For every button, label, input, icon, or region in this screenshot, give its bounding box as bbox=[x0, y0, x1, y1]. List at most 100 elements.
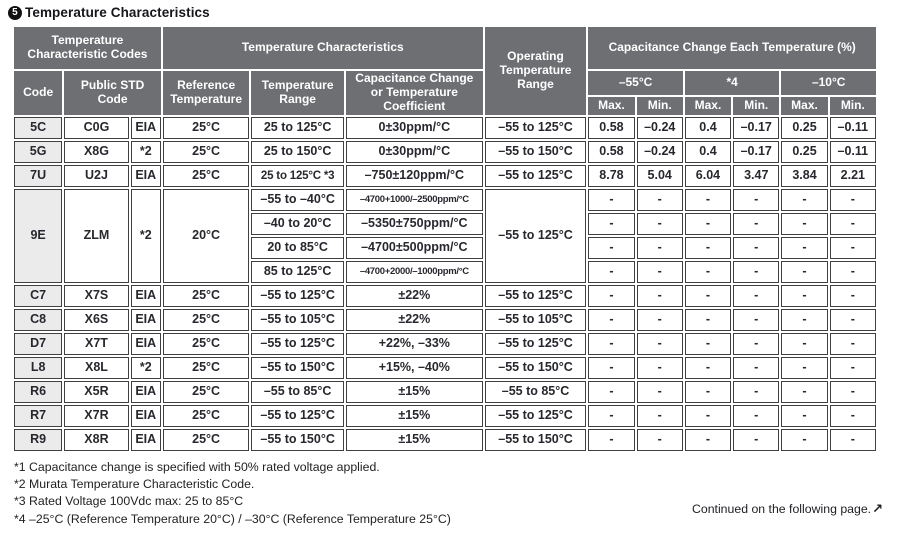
header-minus-10c: –10°C bbox=[781, 71, 876, 95]
cell-cap-change: –4700+2000/–1000ppm/°C bbox=[345, 261, 483, 283]
cell-code: R6 bbox=[14, 381, 63, 403]
cell-value: - bbox=[781, 237, 828, 259]
cell-value: - bbox=[829, 261, 876, 283]
cell-value: - bbox=[636, 213, 683, 235]
cell-value: –0.11 bbox=[829, 141, 876, 163]
cell-cap-change: ±22% bbox=[345, 309, 483, 331]
cell-value: 0.25 bbox=[781, 117, 828, 139]
cell-std-code: X7T bbox=[64, 333, 129, 355]
cell-temp-range: 85 to 125°C bbox=[251, 261, 344, 283]
table-row-5g: 5G X8G *2 25°C 25 to 150°C 0±30ppm/°C –5… bbox=[14, 141, 876, 163]
cell-value: - bbox=[829, 285, 876, 307]
cell-value: - bbox=[684, 309, 732, 331]
header-minus-55c: –55°C bbox=[588, 71, 683, 95]
footnote-2: *2 Murata Temperature Characteristic Cod… bbox=[14, 477, 255, 492]
header-cap-change-coefficient: Capacitance Change or Temperature Coeffi… bbox=[345, 71, 483, 115]
cell-value: –0.24 bbox=[636, 117, 683, 139]
cell-value: - bbox=[636, 333, 683, 355]
cell-cap-change: –5350±750ppm/°C bbox=[345, 213, 483, 235]
cell-value: - bbox=[781, 429, 828, 451]
cell-op-range: –55 to 125°C bbox=[484, 117, 587, 139]
cell-value: - bbox=[829, 189, 876, 211]
cell-value: 6.04 bbox=[684, 165, 732, 187]
cell-cap-change: 0±30ppm/°C bbox=[345, 141, 483, 163]
cell-value: - bbox=[829, 405, 876, 427]
cell-value: 3.47 bbox=[733, 165, 780, 187]
cell-code: R9 bbox=[14, 429, 63, 451]
cell-temp-range: –55 to 125°C bbox=[251, 285, 344, 307]
cell-std-code: X6S bbox=[64, 309, 129, 331]
cell-value: - bbox=[829, 357, 876, 379]
header-star4: *4 bbox=[684, 71, 780, 95]
cell-op-range: –55 to 85°C bbox=[484, 381, 587, 403]
cell-cap-change: –4700±500ppm/°C bbox=[345, 237, 483, 259]
cell-std-org: EIA bbox=[130, 285, 161, 307]
cell-value: - bbox=[636, 261, 683, 283]
cell-ref-temp: 25°C bbox=[162, 381, 250, 403]
cell-code: L8 bbox=[14, 357, 63, 379]
cell-cap-change: +15%, –40% bbox=[345, 357, 483, 379]
cell-std-code: X8R bbox=[64, 429, 129, 451]
continued-link[interactable]: Continued on the following page. ↗ bbox=[692, 501, 883, 517]
cell-value: - bbox=[684, 405, 732, 427]
cell-op-range: –55 to 150°C bbox=[484, 357, 587, 379]
cell-value: - bbox=[733, 381, 780, 403]
header-operating-temp-range: Operating Temperature Range bbox=[484, 27, 587, 115]
cell-value: - bbox=[781, 285, 828, 307]
cell-value: - bbox=[636, 405, 683, 427]
table-row-d7: D7 X7T EIA 25°C –55 to 125°C +22%, –33% … bbox=[14, 333, 876, 355]
cell-code: 7U bbox=[14, 165, 63, 187]
cell-value: - bbox=[588, 285, 635, 307]
cell-std-code: ZLM bbox=[64, 189, 129, 283]
cell-value: - bbox=[733, 309, 780, 331]
section-number-badge: 5 bbox=[8, 5, 22, 20]
header-row-1: Temperature Characteristic Codes Tempera… bbox=[14, 27, 876, 115]
cell-std-code: X5R bbox=[64, 381, 129, 403]
footnote-1: *1 Capacitance change is specified with … bbox=[14, 460, 380, 474]
cell-value: 5.04 bbox=[636, 165, 683, 187]
footnote-4: *4 –25°C (Reference Temperature 20°C) / … bbox=[14, 511, 451, 526]
cell-value: - bbox=[684, 237, 732, 259]
cell-value: - bbox=[588, 333, 635, 355]
cell-value: - bbox=[733, 261, 780, 283]
cell-temp-range: –55 to 85°C bbox=[251, 381, 344, 403]
page-title: Temperature Characteristics bbox=[25, 5, 210, 20]
cell-value: –0.11 bbox=[829, 117, 876, 139]
cell-op-range: –55 to 105°C bbox=[484, 309, 587, 331]
cell-cap-change: –750±120ppm/°C bbox=[345, 165, 483, 187]
cell-value: - bbox=[588, 357, 635, 379]
cell-value: - bbox=[781, 309, 828, 331]
cell-value: 3.84 bbox=[781, 165, 828, 187]
cell-std-org: EIA bbox=[130, 405, 161, 427]
cell-value: - bbox=[684, 189, 732, 211]
table-row-r9: R9 X8R EIA 25°C –55 to 150°C ±15% –55 to… bbox=[14, 429, 876, 451]
cell-temp-range: –55 to 125°C bbox=[251, 405, 344, 427]
cell-value: - bbox=[781, 405, 828, 427]
cell-ref-temp: 25°C bbox=[162, 333, 250, 355]
cell-value: - bbox=[684, 429, 732, 451]
table-row-9e-1: 9E ZLM *2 20°C –55 to –40°C –4700+1000/–… bbox=[14, 189, 876, 283]
table-row-c7: C7 X7S EIA 25°C –55 to 125°C ±22% –55 to… bbox=[14, 285, 876, 307]
cell-op-range: –55 to 125°C bbox=[484, 189, 587, 283]
cell-value: - bbox=[636, 285, 683, 307]
cell-op-range: –55 to 125°C bbox=[484, 405, 587, 427]
cell-ref-temp: 25°C bbox=[162, 165, 250, 187]
cell-value: - bbox=[588, 189, 635, 211]
cell-value: - bbox=[684, 333, 732, 355]
cell-op-range: –55 to 150°C bbox=[484, 429, 587, 451]
cell-code: 5G bbox=[14, 141, 63, 163]
cell-value: - bbox=[829, 333, 876, 355]
cell-value: - bbox=[733, 429, 780, 451]
table-row-9e-3: 20 to 85°C –4700±500ppm/°C - - - - - - bbox=[14, 237, 876, 259]
header-public-std-code: Public STD Code bbox=[64, 71, 161, 115]
cell-temp-range: –55 to 150°C bbox=[251, 429, 344, 451]
cell-value: - bbox=[588, 381, 635, 403]
cell-std-org: EIA bbox=[130, 333, 161, 355]
cell-std-org: *2 bbox=[130, 189, 161, 283]
cell-value: - bbox=[733, 333, 780, 355]
cell-value: - bbox=[733, 189, 780, 211]
header-temp-char-codes: Temperature Characteristic Codes bbox=[14, 27, 161, 69]
cell-cap-change: –4700+1000/–2500ppm/°C bbox=[345, 189, 483, 211]
cell-std-code: U2J bbox=[64, 165, 129, 187]
cell-value: - bbox=[781, 333, 828, 355]
